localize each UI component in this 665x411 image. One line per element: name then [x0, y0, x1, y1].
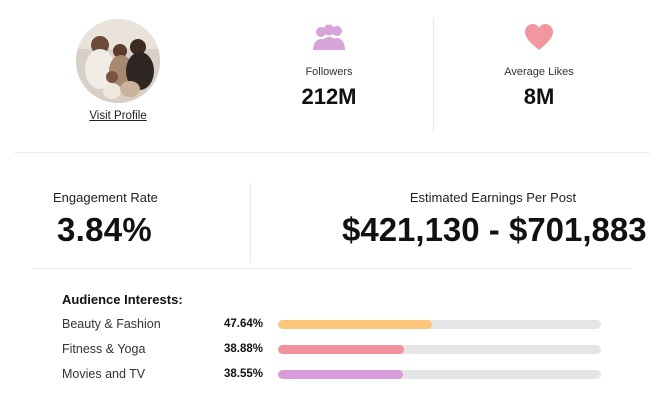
followers-label: Followers: [305, 66, 353, 78]
profile-avatar[interactable]: [76, 19, 160, 103]
metrics-divider: [250, 182, 251, 262]
stats-divider: [433, 18, 434, 132]
interest-percent: 38.88%: [224, 343, 264, 355]
interest-label: Beauty & Fashion: [62, 317, 161, 331]
heart-icon: [489, 22, 589, 54]
interest-bar-fill: [278, 370, 403, 379]
interest-percent: 47.64%: [224, 318, 264, 330]
earnings-label: Estimated Earnings Per Post: [409, 190, 577, 205]
interest-bar-fill: [278, 345, 404, 354]
people-icon: [279, 22, 379, 54]
likes-stat: Average Likes 8M: [489, 22, 589, 110]
earnings-value: $421,130 - $701,883: [342, 211, 647, 248]
followers-stat: Followers 212M: [279, 22, 379, 110]
engagement-rate-label: Engagement Rate: [53, 190, 158, 205]
interest-bar-track: [278, 345, 601, 354]
interest-row: Fitness & Yoga 38.88%: [62, 342, 622, 360]
interest-percent: 38.55%: [224, 368, 264, 380]
likes-label: Average Likes: [504, 66, 574, 78]
interest-label: Fitness & Yoga: [62, 342, 146, 356]
interest-label: Movies and TV: [62, 367, 146, 381]
audience-interests-title: Audience Interests:: [62, 292, 183, 307]
interest-bar-fill: [278, 320, 432, 329]
section-separator: [14, 152, 650, 153]
interest-row: Beauty & Fashion 47.64%: [62, 317, 622, 335]
engagement-rate-value: 3.84%: [57, 211, 153, 248]
interest-bar-track: [278, 320, 601, 329]
interest-row: Movies and TV 38.55%: [62, 367, 622, 385]
followers-value: 212M: [301, 84, 357, 109]
likes-value: 8M: [523, 84, 555, 109]
interests-separator: [32, 268, 632, 269]
interest-bar-track: [278, 370, 601, 379]
visit-profile-link[interactable]: Visit Profile: [89, 110, 147, 122]
